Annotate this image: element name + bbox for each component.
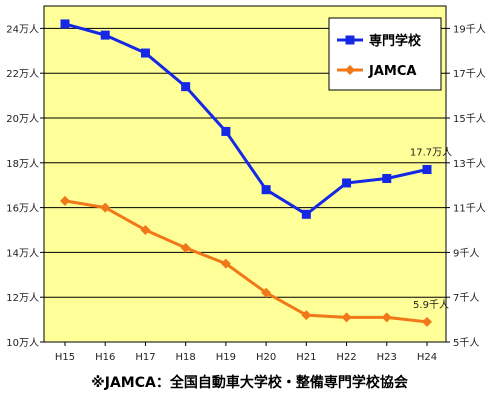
data-point-marker — [140, 48, 150, 58]
y-left-tick-label: 18万人 — [6, 158, 39, 170]
legend-label: JAMCA — [368, 64, 416, 79]
y-right-tick-label: 13千人 — [453, 158, 486, 170]
legend-box — [328, 17, 442, 91]
series-line — [64, 199, 428, 324]
legend-swatch-marker — [345, 65, 355, 75]
data-point-marker — [140, 225, 151, 235]
x-tick-label: H20 — [256, 352, 276, 363]
data-point-marker — [301, 209, 311, 219]
y-right-tick-label: 9千人 — [453, 247, 479, 259]
y-left-tick-label: 14万人 — [6, 247, 39, 259]
x-tick-label: H24 — [417, 352, 437, 363]
x-tick-label: H21 — [296, 352, 316, 363]
y-left-tick-label: 22万人 — [6, 68, 39, 80]
data-point-marker — [261, 185, 271, 195]
x-tick-label: H17 — [135, 352, 155, 363]
data-point-marker — [220, 258, 231, 269]
x-tick-label: H16 — [95, 352, 115, 363]
data-point-marker — [422, 165, 432, 175]
y-left-tick-label: 20万人 — [6, 113, 39, 125]
y-right-tick-label: 17千人 — [453, 68, 486, 80]
data-point-marker — [341, 312, 352, 323]
y-left-tick-label: 16万人 — [6, 203, 39, 215]
x-tick-label: H15 — [55, 352, 75, 363]
legend-swatch-marker — [345, 35, 355, 45]
data-point-marker — [342, 178, 352, 188]
data-point-marker — [100, 202, 111, 213]
x-tick-label: H22 — [336, 352, 356, 363]
footnote: ※JAMCA：全国自動車大学校・整備専門学校協会 — [91, 375, 408, 391]
y-right-tick-label: 7千人 — [453, 292, 479, 304]
data-point-marker — [181, 82, 191, 92]
data-point-marker — [382, 173, 392, 183]
y-right-tick-label: 11千人 — [453, 203, 486, 215]
end-value-label: 5.9千人 — [413, 299, 449, 311]
x-tick-label: H23 — [377, 352, 397, 363]
y-left-tick-label: 24万人 — [6, 23, 39, 35]
data-point-marker — [261, 287, 272, 298]
data-point-marker — [301, 310, 312, 321]
data-point-marker — [180, 242, 191, 253]
y-left-tick-label: 10万人 — [6, 337, 39, 349]
data-point-marker — [221, 126, 231, 136]
data-point-marker — [60, 195, 70, 206]
data-point-marker — [60, 19, 70, 29]
y-right-tick-label: 5千人 — [453, 337, 479, 349]
data-point-marker — [381, 312, 392, 323]
x-tick-label: H18 — [176, 352, 196, 363]
x-tick-label: H19 — [216, 352, 236, 363]
data-point-marker — [422, 316, 432, 327]
y-right-tick-label: 19千人 — [453, 23, 486, 35]
y-right-tick-label: 15千人 — [453, 113, 486, 125]
series-line — [64, 22, 428, 216]
legend-label: 専門学校 — [369, 33, 422, 49]
end-value-label: 17.7万人 — [410, 147, 452, 159]
y-left-tick-label: 12万人 — [6, 292, 39, 304]
data-point-marker — [100, 30, 110, 40]
